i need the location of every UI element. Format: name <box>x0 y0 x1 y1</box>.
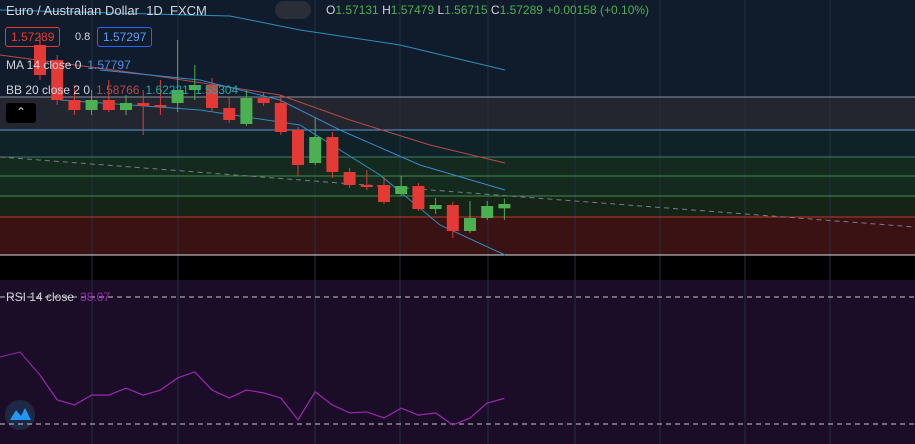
l-value: 1.56715 <box>444 3 488 17</box>
candle-body <box>412 186 425 210</box>
collapse-button[interactable]: ⌃ <box>6 103 36 123</box>
candle-body <box>171 90 184 104</box>
rsi-value: 38.07 <box>80 290 111 304</box>
interval[interactable]: 1D <box>146 3 163 18</box>
candle-body <box>446 205 459 232</box>
logo-icon <box>10 408 31 420</box>
candle-body <box>34 45 46 75</box>
zone <box>0 130 915 157</box>
candle-body <box>378 185 390 203</box>
candle-body <box>223 108 236 120</box>
symbol: Euro / Australian Dollar <box>6 3 139 18</box>
candle-body <box>360 185 373 188</box>
candle-body <box>206 85 218 109</box>
status-toggle[interactable] <box>275 1 311 19</box>
candle-body <box>188 85 201 90</box>
candle-body <box>85 100 98 110</box>
candle-body <box>343 172 356 185</box>
candle-body <box>68 100 81 110</box>
c-label: C <box>490 3 500 17</box>
h-value: 1.57479 <box>390 3 435 17</box>
bb-label: BB 20 close 2 0 <box>6 83 91 97</box>
l-label: L <box>437 3 445 17</box>
rsi-label: RSI 14 close <box>6 290 75 304</box>
ohlc: O1.57131 H1.57479 L1.56715 C1.57289 +0.0… <box>326 3 649 17</box>
ma-value: 1.57797 <box>87 58 131 72</box>
h-label: H <box>382 3 391 17</box>
change: +0.00158 (+0.10%) <box>546 3 650 17</box>
zone <box>0 97 915 130</box>
ma-legend: MA 14 close 0 1.57797 <box>6 58 131 72</box>
candle-body <box>240 98 253 125</box>
ma-line <box>99 69 506 191</box>
candle-body <box>292 130 304 165</box>
candle-body <box>498 204 511 209</box>
buy-button[interactable]: 1.57297 <box>97 27 153 47</box>
bb-value: 1.58766 <box>96 83 140 97</box>
rsi-line <box>39 371 505 426</box>
candle-body <box>257 98 270 104</box>
bb-value: 1.62221 <box>145 83 189 97</box>
rsi-legend: RSI 14 close 38.07 <box>6 290 110 304</box>
candle-body <box>464 218 476 232</box>
candle-body <box>309 137 322 164</box>
candle-body <box>481 206 494 219</box>
sell-button[interactable]: 1.57289 <box>5 27 61 47</box>
candle-body <box>154 105 167 108</box>
header: Euro / Australian Dollar 1D FXCM <box>6 3 207 18</box>
candle-body <box>274 103 287 133</box>
candle-body <box>429 205 442 210</box>
spread: 0.8 <box>75 31 91 43</box>
ma-label: MA 14 close 0 <box>6 58 82 72</box>
candle-body <box>102 100 115 110</box>
bb-upper <box>0 9 506 71</box>
exchange: FXCM <box>170 3 207 18</box>
zone <box>0 0 915 97</box>
candle-body <box>120 103 132 110</box>
o-value: 1.57131 <box>335 3 379 17</box>
c-value: 1.57289 <box>499 3 543 17</box>
rsi-pane <box>0 280 915 444</box>
vertical-grid <box>91 0 831 444</box>
zone <box>0 255 915 280</box>
rsi-lead <box>0 351 41 376</box>
bb-basis <box>0 54 506 164</box>
candle-body <box>395 186 408 195</box>
candle-body <box>137 103 150 107</box>
o-label: O <box>326 3 336 17</box>
candle-body <box>326 137 339 173</box>
bb-legend: BB 20 close 2 0 1.58766 1.62221 1.55304 <box>6 83 238 97</box>
bb-value: 1.55304 <box>194 83 239 97</box>
candle-body <box>51 60 64 100</box>
